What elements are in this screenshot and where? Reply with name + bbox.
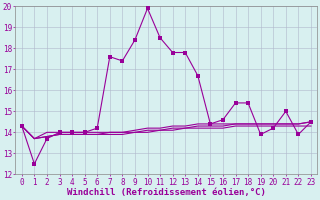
X-axis label: Windchill (Refroidissement éolien,°C): Windchill (Refroidissement éolien,°C) [67,188,266,197]
